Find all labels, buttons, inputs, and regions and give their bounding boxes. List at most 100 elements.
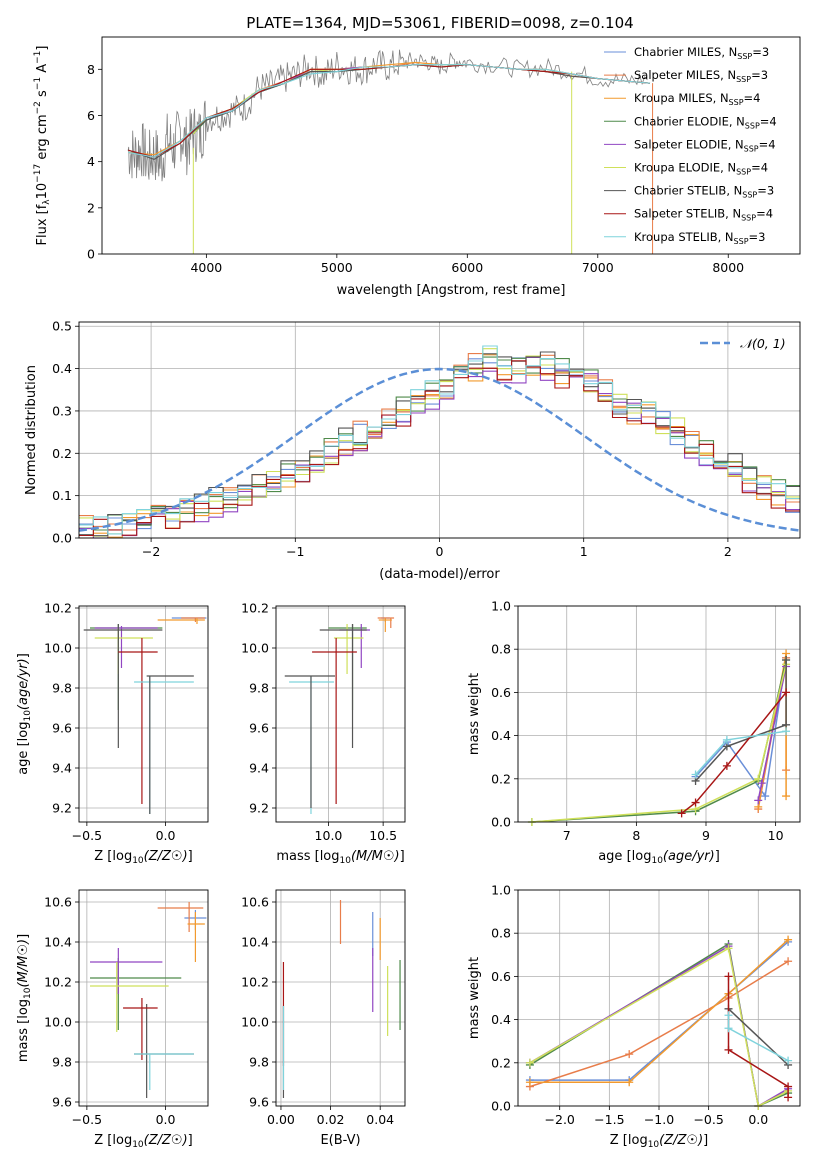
x-tick-label: 8000 [712,260,744,275]
y-tick-label: 10.6 [241,895,269,910]
y-axis-label: age [log10(age/yr)] [16,653,33,775]
mass-weight-marker [722,761,731,770]
model-spectrum-line [192,64,572,135]
plot-frame [78,889,209,1107]
x-tick-label: 5000 [321,260,353,275]
plot-frame [275,889,406,1107]
y-axis-label: mass weight [467,673,482,755]
mass-weight-marker [724,944,733,953]
y-tick-label: 0.8 [491,642,511,657]
mass-weight-marker [754,796,763,805]
mass-weight-marker [761,792,770,801]
y-axis-label: Normed distribution [24,365,39,495]
y-tick-label: 9.6 [249,1095,269,1110]
x-tick-label: 7 [563,828,571,843]
x-tick-label: 10.0 [315,828,343,843]
x-tick-label: 10.5 [369,828,397,843]
legend-label: Chabrier STELIB, NSSP=3 [634,184,774,200]
y-axis-label: mass weight [467,957,482,1039]
y-tick-label: 0.6 [491,969,511,984]
y-tick-label: 9.2 [249,801,269,816]
mass-weight-line [529,947,789,1108]
x-tick-label: 9 [702,828,710,843]
plot-frame [517,889,801,1107]
plot-frame [78,605,209,823]
y-tick-label: 10.4 [44,935,72,950]
mass-weight-vs-age-plot: 7 8 9 10 0.0 0.2 0.4 0.6 0.8 1.0 age [log10(age/yr… [467,599,801,866]
mass-weight-line [529,939,789,1083]
y-tick-label: 9.8 [52,681,72,696]
mass-weight-marker [722,735,731,744]
y-tick-label: 0 [87,247,95,262]
y-tick-label: 0.1 [52,488,72,503]
observed-spectrum-line [127,49,648,182]
mass-weight-vs-metallicity-plot: −2.0 −1.5 −1.0 −0.5 0.0 0.0 0.2 0.4 0.6 0.8 1.0 Z [… [467,883,801,1150]
legend-label: Salpeter STELIB, NSSP=4 [634,207,773,223]
y-tick-label: 9.8 [249,1055,269,1070]
age-vs-mass-plot: 10.0 10.5 9.2 9.4 9.6 9.8 10.0 10.2 mass [log10(… [241,601,406,866]
legend-label: 𝒩(0, 1) [740,336,786,351]
mass-weight-line [681,691,787,814]
residual-histogram-step [79,345,800,535]
y-tick-label: 6 [87,108,95,123]
mass-weight-marker [782,792,791,801]
y-tick-label: 4 [87,154,95,169]
y-tick-label: 0.2 [491,771,511,786]
plot-frame [517,605,801,823]
x-axis-label: Z [log10(Z/Z☉)] [94,1133,192,1150]
x-tick-label: 0.0 [156,1112,176,1127]
mass-weight-marker [625,1050,634,1059]
y-tick-label: 0.4 [52,361,72,376]
mass-weight-marker [782,656,791,664]
mass-weight-marker [691,798,700,807]
x-tick-label: −1 [286,544,304,559]
y-tick-label: 10.6 [44,895,72,910]
mass-weight-line [529,941,789,1081]
mass-weight-marker [784,1093,793,1102]
y-axis-label: mass [log10(M/M☉)] [16,934,33,1062]
y-tick-label: 9.4 [249,761,269,776]
x-tick-label: 8 [632,828,640,843]
y-tick-label: 9.6 [52,1095,72,1110]
legend-label: Salpeter ELODIE, NSSP=4 [634,137,776,153]
y-tick-label: 9.2 [52,801,72,816]
model-spectrum-line [192,64,572,135]
x-tick-label: 7000 [582,260,614,275]
y-tick-label: 10.2 [44,975,72,990]
mass-weight-marker [525,1058,534,1067]
y-tick-label: 10.0 [241,641,269,656]
y-tick-label: 8 [87,62,95,77]
mass-weight-line [695,657,787,799]
x-tick-label: −0.5 [72,1112,102,1127]
y-tick-label: 9.8 [52,1055,72,1070]
y-tick-label: 10.0 [241,1015,269,1030]
y-tick-label: 10.2 [44,601,72,616]
plot-frame [78,321,801,539]
mass-weight-line [531,664,787,823]
mass-weight-marker [754,774,763,783]
x-tick-label: 1 [580,544,588,559]
legend-label: Kroupa MILES, NSSP=4 [634,91,760,107]
y-tick-label: 0.6 [491,685,511,700]
plot-frame [275,605,406,823]
y-tick-label: 0.2 [491,1055,511,1070]
y-axis-label: Flux [fλ10−17 erg cm−2 s−1 A−1] [33,46,52,246]
x-tick-label: −1.5 [594,1112,624,1127]
x-tick-label: 0.0 [748,1112,768,1127]
mass-weight-marker [784,935,793,944]
mass-weight-marker [724,1011,733,1020]
mass-weight-marker [784,1056,793,1065]
mass-weight-marker [784,1082,793,1091]
mass-weight-marker [724,972,733,981]
mass-weight-marker [625,1078,634,1087]
mass-weight-marker [691,770,700,779]
y-tick-label: 0.0 [52,531,72,546]
x-tick-label: 4000 [190,260,222,275]
x-tick-label: 0.0 [156,828,176,843]
x-tick-label: 0.04 [366,1112,394,1127]
x-axis-label: Z [log10(Z/Z☉)] [94,849,192,866]
mass-weight-marker [782,688,791,697]
x-tick-label: 0 [436,544,444,559]
y-tick-label: 9.8 [249,681,269,696]
